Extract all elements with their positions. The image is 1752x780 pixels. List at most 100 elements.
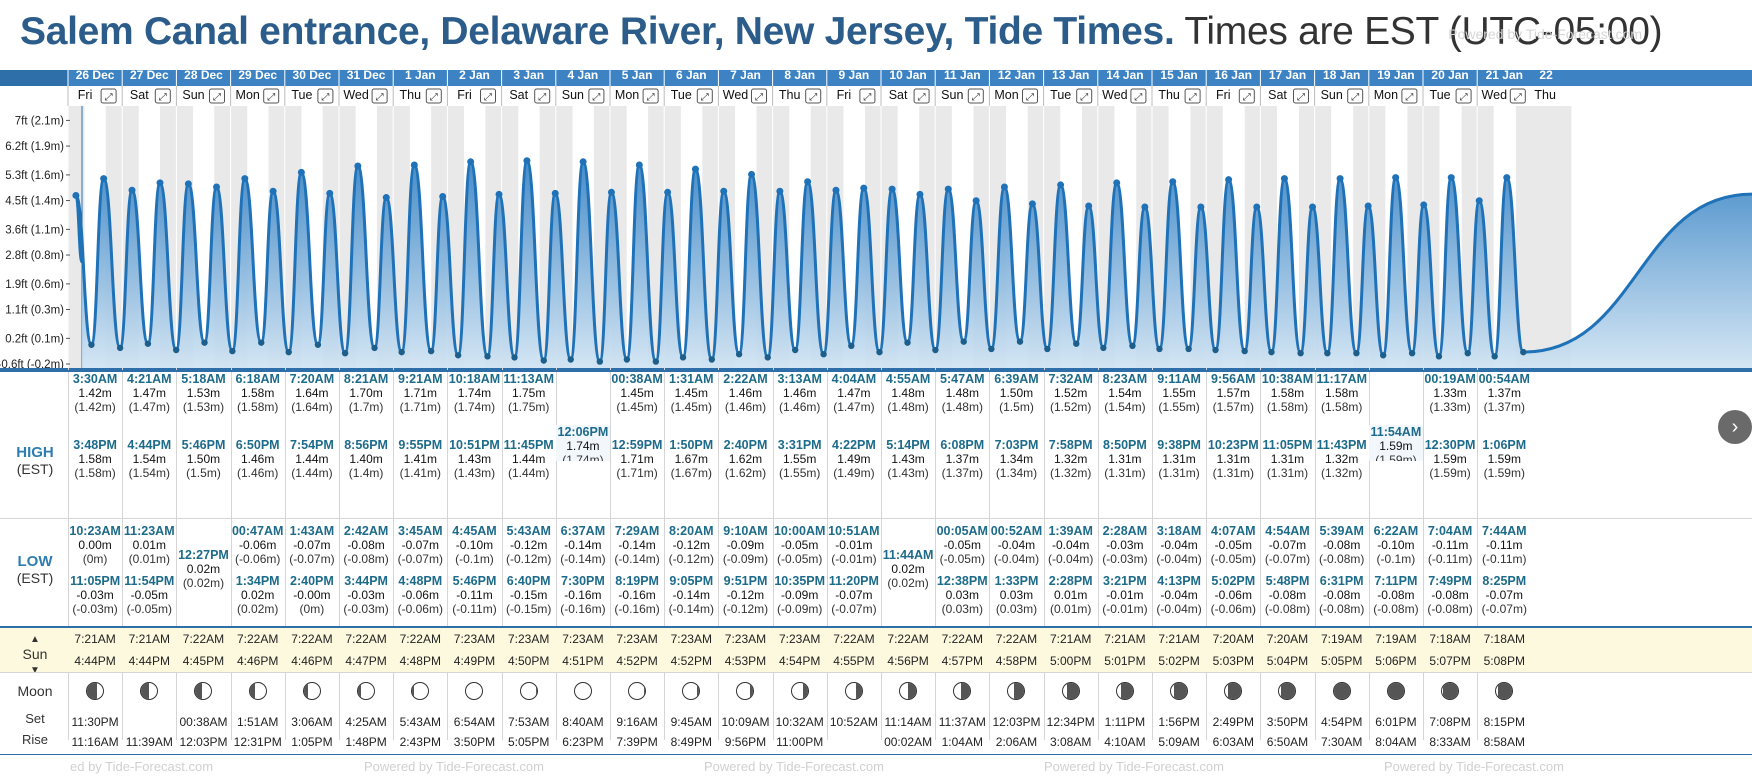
high-tide-cell: 1:31AM 1.45m (1.45m) — [669, 372, 714, 414]
moon-cell — [1477, 682, 1531, 703]
high-tide-cell: 8:23AM 1.54m (1.54m) — [1102, 372, 1148, 414]
high-tide-cell: 4:22PM 1.49m (1.49m) — [832, 438, 876, 480]
column-divider — [393, 368, 395, 740]
weekday-label: Fri — [837, 88, 852, 102]
weekday-label: Tue — [1050, 88, 1071, 102]
high-tide-cell: 2:22AM 1.46m (1.46m) — [723, 372, 768, 414]
moon-times-cell: 12:34PM 3:08AM — [1046, 715, 1095, 749]
high-tide-point — [1000, 183, 1008, 191]
high-tide-cell: 9:55PM 1.41m (1.41m) — [398, 438, 443, 480]
moon-cell — [339, 682, 393, 703]
moon-cell — [502, 682, 556, 703]
low-tide-cell: 1:43AM -0.07m (-0.07m) — [289, 524, 335, 566]
low-tide-cell: 6:40PM -0.15m (-0.15m) — [506, 574, 552, 616]
row-separator — [0, 518, 1752, 519]
high-tide-cell: 8:56PM 1.40m (1.4m) — [344, 438, 388, 480]
date-label: 31 Dec — [347, 70, 386, 82]
sun-times-cell: 7:21AM 4:44PM — [74, 632, 116, 668]
expand-day-button — [1130, 88, 1147, 104]
high-row-label: HIGH (EST) — [0, 444, 70, 477]
sun-row-label: ▲ Sun ▼ — [0, 630, 70, 678]
low-tide-cell: 8:25PM -0.07m (-0.07m) — [1481, 574, 1527, 616]
high-tide-cell: 9:21AM 1.71m (1.71m) — [398, 372, 443, 414]
moon-times-cell: 10:32AM 11:00PM — [775, 715, 824, 749]
sun-label: Sun — [22, 646, 48, 662]
expand-day-button — [209, 88, 225, 104]
low-tide-cell: 9:05PM -0.14m (-0.14m) — [668, 574, 714, 616]
moon-cell — [556, 682, 610, 703]
weekday-label: Wed — [343, 88, 369, 102]
high-tide-cell: 4:04AM 1.47m (1.47m) — [831, 372, 877, 414]
date-header-bar — [0, 70, 1752, 86]
low-tide-cell: 4:54AM -0.07m (-0.07m) — [1264, 524, 1311, 566]
low-tide-point — [341, 349, 349, 357]
scroll-right-button[interactable]: › — [1718, 410, 1752, 444]
expand-icon: ⤢ — [1514, 92, 1522, 103]
moon-cell — [68, 682, 122, 703]
sun-times-cell: 7:20AM 5:04PM — [1266, 632, 1309, 668]
date-header-corner — [0, 70, 68, 86]
low-tide-cell: 3:18AM -0.04m (-0.04m) — [1156, 524, 1202, 566]
date-label: 6 Jan — [676, 70, 707, 82]
expand-day-button — [371, 88, 388, 104]
moon-phase-icon — [1115, 682, 1134, 700]
date-label: 8 Jan — [784, 70, 815, 82]
footer-watermark: Powered by Tide-Forecast.com — [1044, 759, 1224, 774]
moon-times-cell: 3:06AM 1:05PM — [291, 715, 333, 749]
high-tide-cell: 6:50PM 1.46m (1.46m) — [235, 438, 280, 480]
low-tide-cell: 00:47AM -0.06m (-0.06m) — [231, 524, 284, 566]
moon-phase-icon — [573, 682, 592, 700]
y-tick-label: 7ft (2.1m) — [15, 115, 64, 127]
low-tide-cell: 1:39AM -0.04m (-0.04m) — [1048, 524, 1094, 566]
date-label: 29 Dec — [238, 70, 277, 82]
high-tide-point — [1420, 201, 1428, 209]
high-tide-point — [382, 194, 390, 202]
expand-icon: ⤢ — [430, 92, 438, 103]
expand-day-button — [1347, 88, 1364, 104]
date-label: 7 Jan — [730, 70, 761, 82]
night-shade — [1515, 106, 1532, 368]
weekday-label: Sun — [562, 88, 584, 102]
weekday-label: Wed — [1102, 88, 1128, 102]
high-tide-cell: 5:18AM 1.53m (1.53m) — [181, 372, 226, 414]
y-tick-label: 0.2ft (0.1m) — [5, 333, 64, 345]
low-tide-point — [1435, 353, 1443, 360]
high-tide-cell: 4:44PM 1.54m (1.54m) — [127, 438, 172, 480]
weekday-label: Sat — [509, 88, 528, 102]
expand-icon: ⤢ — [972, 92, 980, 103]
column-divider — [718, 368, 720, 740]
low-tide-point — [708, 356, 716, 363]
sun-up-arrow-icon: ▲ — [30, 634, 40, 645]
weekday-label: Sat — [1268, 88, 1287, 102]
low-tide-cell: 3:21PM -0.01m (-0.01m) — [1102, 574, 1148, 616]
low-tide-cell: 4:48PM -0.06m (-0.06m) — [397, 574, 443, 616]
expand-day-button — [154, 88, 171, 104]
row-separator — [0, 626, 1752, 628]
high-tide-point — [297, 168, 305, 176]
moon-cell — [285, 682, 339, 703]
low-tide-point — [88, 341, 95, 348]
low-tide-point — [427, 347, 435, 355]
moon-cell — [1423, 682, 1477, 703]
date-label: 15 Jan — [1160, 70, 1197, 82]
high-tide-point — [1113, 179, 1121, 187]
low-tide-point — [258, 339, 265, 346]
low-tide-point — [596, 358, 604, 365]
column-divider — [881, 368, 882, 740]
high-tide-cell: 7:58PM 1.32m (1.32m) — [1048, 438, 1093, 480]
moon-times-cell: 5:43AM 2:43PM — [399, 715, 441, 749]
moon-cell — [447, 682, 501, 703]
expand-icon: ⤢ — [592, 92, 600, 103]
high-tide-point — [1197, 203, 1205, 211]
low-tide-cell: 5:02PM -0.06m (-0.06m) — [1210, 574, 1256, 616]
y-tick-label: 2.8ft (0.8m) — [5, 250, 64, 262]
expand-icon: ⤢ — [1243, 92, 1251, 103]
tide-chart: 7ft (2.1m) 6.2ft (1.9m) 5.3ft (1.6m) 4.5ft … — [0, 70, 1752, 371]
moon-times-cell: 7:08PM 8:33AM — [1429, 715, 1471, 749]
high-tide-cell: 7:20AM 1.64m (1.64m) — [289, 372, 335, 414]
rise-label: Rise — [21, 732, 48, 747]
high-tide-cell: 6:08PM 1.37m (1.37m) — [940, 438, 985, 480]
moon-times-cell: 8:15PM 8:58AM — [1483, 715, 1525, 749]
low-tide-cell: 4:45AM -0.10m (-0.1m) — [452, 524, 497, 566]
high-tide-point — [607, 188, 615, 196]
